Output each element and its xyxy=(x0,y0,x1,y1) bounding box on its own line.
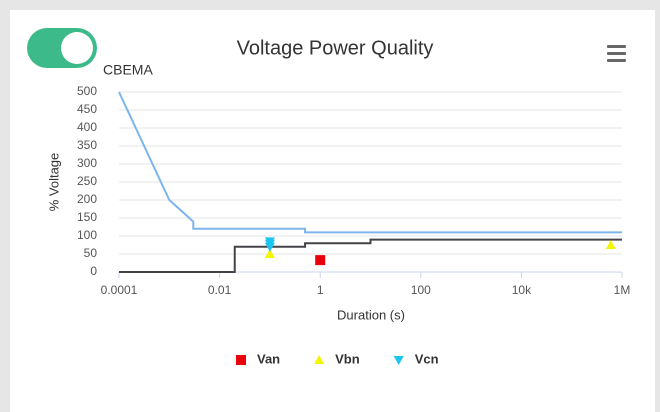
marker xyxy=(264,242,275,252)
legend-label: Van xyxy=(257,351,280,366)
x-tick-label: 1 xyxy=(317,283,324,297)
marker xyxy=(264,249,275,258)
y-tick-label: 150 xyxy=(77,210,97,224)
y-tick-label: 50 xyxy=(84,246,98,260)
x-tick-label: 10k xyxy=(512,283,532,297)
toggle-label: CBEMA xyxy=(103,62,153,78)
x-tick-label: 0.01 xyxy=(208,283,232,297)
y-tick-label: 500 xyxy=(77,84,97,98)
marker xyxy=(605,240,616,249)
toggle-knob[interactable] xyxy=(61,32,93,64)
legend-marker xyxy=(314,355,325,364)
y-tick-label: 250 xyxy=(77,174,97,188)
legend-label: Vbn xyxy=(335,351,360,366)
y-tick-label: 300 xyxy=(77,156,97,170)
curve xyxy=(119,238,622,273)
y-tick-label: 200 xyxy=(77,192,97,206)
y-axis-label: % Voltage xyxy=(46,153,61,212)
legend-label: Vcn xyxy=(415,351,439,366)
legend-marker xyxy=(393,356,404,365)
y-tick-label: 100 xyxy=(77,228,97,242)
menu-button[interactable] xyxy=(607,45,626,62)
chart-title: Voltage Power Quality xyxy=(237,37,434,59)
y-tick-label: 400 xyxy=(77,120,97,134)
card xyxy=(10,10,655,412)
x-tick-label: 100 xyxy=(411,283,431,297)
x-tick-label: 0.0001 xyxy=(101,283,138,297)
curve xyxy=(118,91,622,234)
legend-marker xyxy=(236,355,246,365)
x-tick-label: 1M xyxy=(614,283,631,297)
y-tick-label: 450 xyxy=(77,102,97,116)
marker xyxy=(315,255,326,266)
y-tick-label: 350 xyxy=(77,138,97,152)
y-tick-label: 0 xyxy=(90,264,97,278)
x-axis-label: Duration (s) xyxy=(337,307,405,322)
